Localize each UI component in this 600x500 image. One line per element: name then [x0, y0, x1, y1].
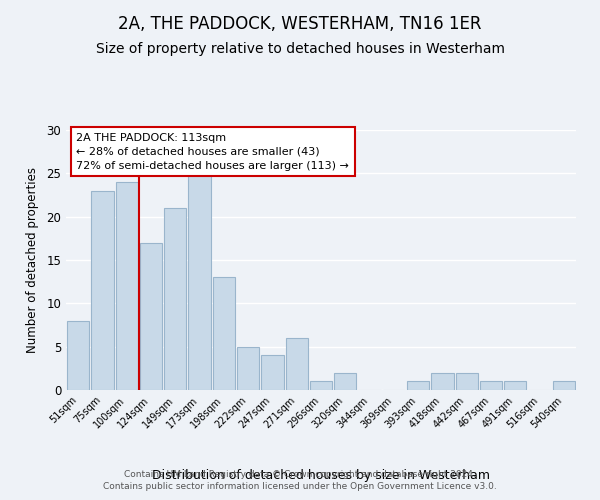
Text: Contains HM Land Registry data © Crown copyright and database right 2024.: Contains HM Land Registry data © Crown c… [124, 470, 476, 479]
X-axis label: Distribution of detached houses by size in Westerham: Distribution of detached houses by size … [152, 469, 490, 482]
Bar [261, 356, 284, 390]
Bar [310, 382, 332, 390]
Bar [237, 346, 259, 390]
Bar [504, 382, 526, 390]
Bar [188, 174, 211, 390]
Bar [455, 372, 478, 390]
Bar [140, 242, 162, 390]
Bar [286, 338, 308, 390]
Bar [431, 372, 454, 390]
Bar [407, 382, 430, 390]
Bar [91, 190, 113, 390]
Bar [212, 278, 235, 390]
Bar [480, 382, 502, 390]
Bar [553, 382, 575, 390]
Bar [164, 208, 187, 390]
Text: 2A, THE PADDOCK, WESTERHAM, TN16 1ER: 2A, THE PADDOCK, WESTERHAM, TN16 1ER [118, 15, 482, 33]
Bar [334, 372, 356, 390]
Bar [116, 182, 138, 390]
Y-axis label: Number of detached properties: Number of detached properties [26, 167, 40, 353]
Bar [67, 320, 89, 390]
Text: Contains public sector information licensed under the Open Government Licence v3: Contains public sector information licen… [103, 482, 497, 491]
Text: 2A THE PADDOCK: 113sqm
← 28% of detached houses are smaller (43)
72% of semi-det: 2A THE PADDOCK: 113sqm ← 28% of detached… [76, 132, 349, 170]
Text: Size of property relative to detached houses in Westerham: Size of property relative to detached ho… [95, 42, 505, 56]
